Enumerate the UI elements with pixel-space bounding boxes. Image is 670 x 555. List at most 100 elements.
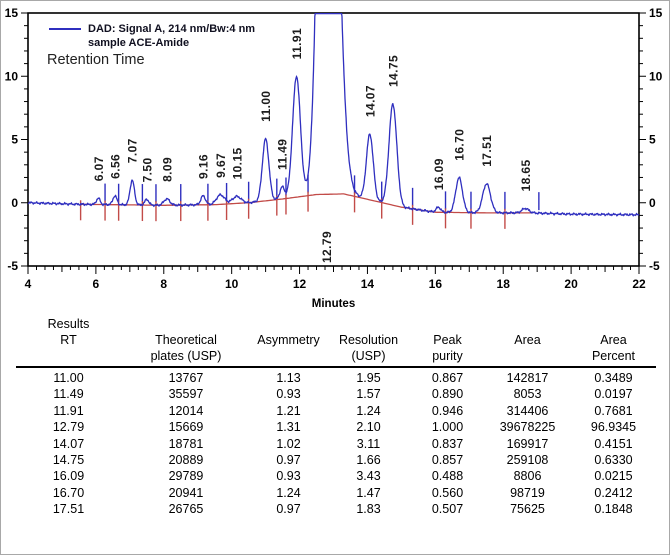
x-axis-tick-label: 12 bbox=[293, 277, 307, 291]
table-cell: 0.6330 bbox=[594, 452, 633, 467]
table-cell: 0.1848 bbox=[594, 502, 633, 517]
table-cell: 3.43 bbox=[356, 469, 381, 484]
y-axis-label-left: -5 bbox=[7, 259, 18, 273]
column-header: Area bbox=[484, 316, 571, 364]
table-row: 16.09 29789 0.93 3.43 0.488 8806 0.0215 bbox=[16, 468, 656, 484]
table-cell: 1.57 bbox=[356, 387, 381, 402]
table-cell: 39678225 bbox=[499, 420, 556, 435]
table-cell: 0.93 bbox=[276, 469, 301, 484]
peak-label: 14.07 bbox=[363, 85, 377, 117]
table-row: 12.79 15669 1.31 2.10 1.000 39678225 96.9345 bbox=[16, 419, 656, 435]
peak-label: 7.50 bbox=[140, 157, 154, 182]
x-axis-tick-label: 14 bbox=[361, 277, 375, 291]
peak-label: 8.09 bbox=[160, 157, 174, 182]
table-cell: 1.24 bbox=[356, 403, 381, 418]
table-cell: 18781 bbox=[168, 436, 204, 451]
table-cell: 0.890 bbox=[431, 387, 464, 402]
results-section: Results RT Theoretical plates (USP) Asymmetr… bbox=[1, 313, 669, 518]
peak-label: 11.00 bbox=[259, 90, 273, 121]
table-cell: 0.97 bbox=[276, 452, 301, 467]
table-cell: 0.867 bbox=[431, 371, 464, 385]
x-axis-tick-label: 8 bbox=[160, 277, 167, 291]
legend-sample-label: sample ACE-Amide bbox=[88, 37, 189, 49]
table-cell: 8053 bbox=[513, 387, 542, 402]
x-axis-tick-label: 18 bbox=[497, 277, 511, 291]
table-row: 11.49 35597 0.93 1.57 0.890 8053 0.0197 bbox=[16, 386, 656, 402]
table-cell: 0.7681 bbox=[594, 403, 633, 418]
x-axis-tick-label: 22 bbox=[632, 277, 646, 291]
x-axis-title: Minutes bbox=[312, 298, 355, 310]
x-axis-tick-label: 16 bbox=[429, 277, 443, 291]
table-cell: 1.02 bbox=[276, 436, 301, 451]
column-header-line: Theoretical bbox=[155, 333, 217, 347]
y-axis-label-right: 5 bbox=[649, 133, 656, 147]
table-cell: 1.13 bbox=[276, 371, 301, 385]
table-cell: 1.66 bbox=[356, 452, 381, 467]
column-header-line: Area bbox=[514, 333, 541, 347]
table-row: 14.07 18781 1.02 3.11 0.837 169917 0.4151 bbox=[16, 436, 656, 452]
table-cell: 1.95 bbox=[356, 371, 381, 385]
table-cell: 314406 bbox=[506, 403, 549, 418]
table-cell: 1.83 bbox=[356, 502, 381, 517]
table-cell: 16.09 bbox=[52, 469, 85, 484]
table-cell: 169917 bbox=[506, 436, 549, 451]
results-table-body: 11.00 13767 1.13 1.95 0.867 142817 0.3489 11.49… bbox=[1, 368, 669, 518]
table-cell: 14.75 bbox=[52, 452, 85, 467]
y-axis-label-left: 0 bbox=[11, 196, 18, 210]
table-cell: 0.857 bbox=[431, 452, 464, 467]
table-row: 17.51 26765 0.97 1.83 0.507 75625 0.1848 bbox=[16, 501, 656, 517]
table-cell: 0.507 bbox=[431, 502, 464, 517]
column-header: Peak purity bbox=[411, 316, 484, 364]
table-cell: 0.837 bbox=[431, 436, 464, 451]
y-axis-label-left: 15 bbox=[5, 6, 19, 20]
table-cell: 2.10 bbox=[356, 420, 381, 435]
plot-frame bbox=[27, 12, 640, 267]
table-cell: 1.21 bbox=[276, 403, 301, 418]
table-cell: 0.560 bbox=[431, 485, 464, 500]
table-cell: 75625 bbox=[510, 502, 545, 517]
column-header-line: Peak bbox=[433, 333, 462, 347]
y-axis-label-left: 10 bbox=[5, 69, 19, 83]
table-cell: 142817 bbox=[506, 371, 549, 385]
table-cell: 0.488 bbox=[431, 469, 464, 484]
table-cell: 20941 bbox=[168, 485, 204, 500]
table-cell: 1.47 bbox=[356, 485, 381, 500]
table-cell: 8806 bbox=[513, 469, 542, 484]
table-cell: 96.9345 bbox=[590, 420, 637, 435]
table-cell: 11.91 bbox=[53, 403, 84, 418]
peak-label: 16.70 bbox=[453, 129, 467, 161]
column-header-line: RT bbox=[60, 333, 77, 347]
table-cell: 29789 bbox=[168, 469, 204, 484]
table-cell: 1.31 bbox=[276, 420, 301, 435]
table-cell: 14.07 bbox=[52, 436, 85, 451]
table-cell: 12014 bbox=[168, 403, 204, 418]
table-cell: 259108 bbox=[506, 452, 549, 467]
column-header-line: (USP) bbox=[351, 349, 386, 363]
column-header-line: plates (USP) bbox=[150, 349, 222, 363]
column-header: Results RT bbox=[16, 316, 121, 364]
chromatogram-plot: 4 6 8 10 12 14 16 18 20 22 Minutes -5 -5 0 0 5 5 10 10 15 15… bbox=[5, 6, 663, 310]
peak-label: 14.75 bbox=[386, 55, 400, 87]
column-header-line: Percent bbox=[591, 349, 636, 363]
table-cell: 17.51 bbox=[52, 502, 85, 517]
table-cell: 0.946 bbox=[431, 403, 464, 418]
peak-label: 12.79 bbox=[320, 231, 334, 263]
column-header-line: Asymmetry bbox=[257, 333, 320, 347]
peak-label: 9.67 bbox=[214, 153, 228, 178]
x-axis-tick-label: 6 bbox=[93, 277, 100, 291]
column-header: Resolution (USP) bbox=[326, 316, 411, 364]
table-cell: 16.70 bbox=[52, 485, 85, 500]
table-cell: 0.2412 bbox=[594, 485, 633, 500]
table-row: 14.75 20889 0.97 1.66 0.857 259108 0.6330 bbox=[16, 452, 656, 468]
peak-label: 9.16 bbox=[197, 154, 211, 179]
table-cell: 13767 bbox=[168, 371, 204, 385]
table-cell: 1.000 bbox=[431, 420, 464, 435]
column-header-line: Area bbox=[600, 333, 627, 347]
x-axis-tick-label: 10 bbox=[225, 277, 239, 291]
table-cell: 0.97 bbox=[276, 502, 301, 517]
signal-trace bbox=[27, 12, 640, 217]
table-cell: 11.49 bbox=[53, 387, 84, 402]
table-row: 11.91 12014 1.21 1.24 0.946 314406 0.7681 bbox=[16, 403, 656, 419]
table-row: 11.00 13767 1.13 1.95 0.867 142817 0.3489 bbox=[16, 370, 656, 386]
